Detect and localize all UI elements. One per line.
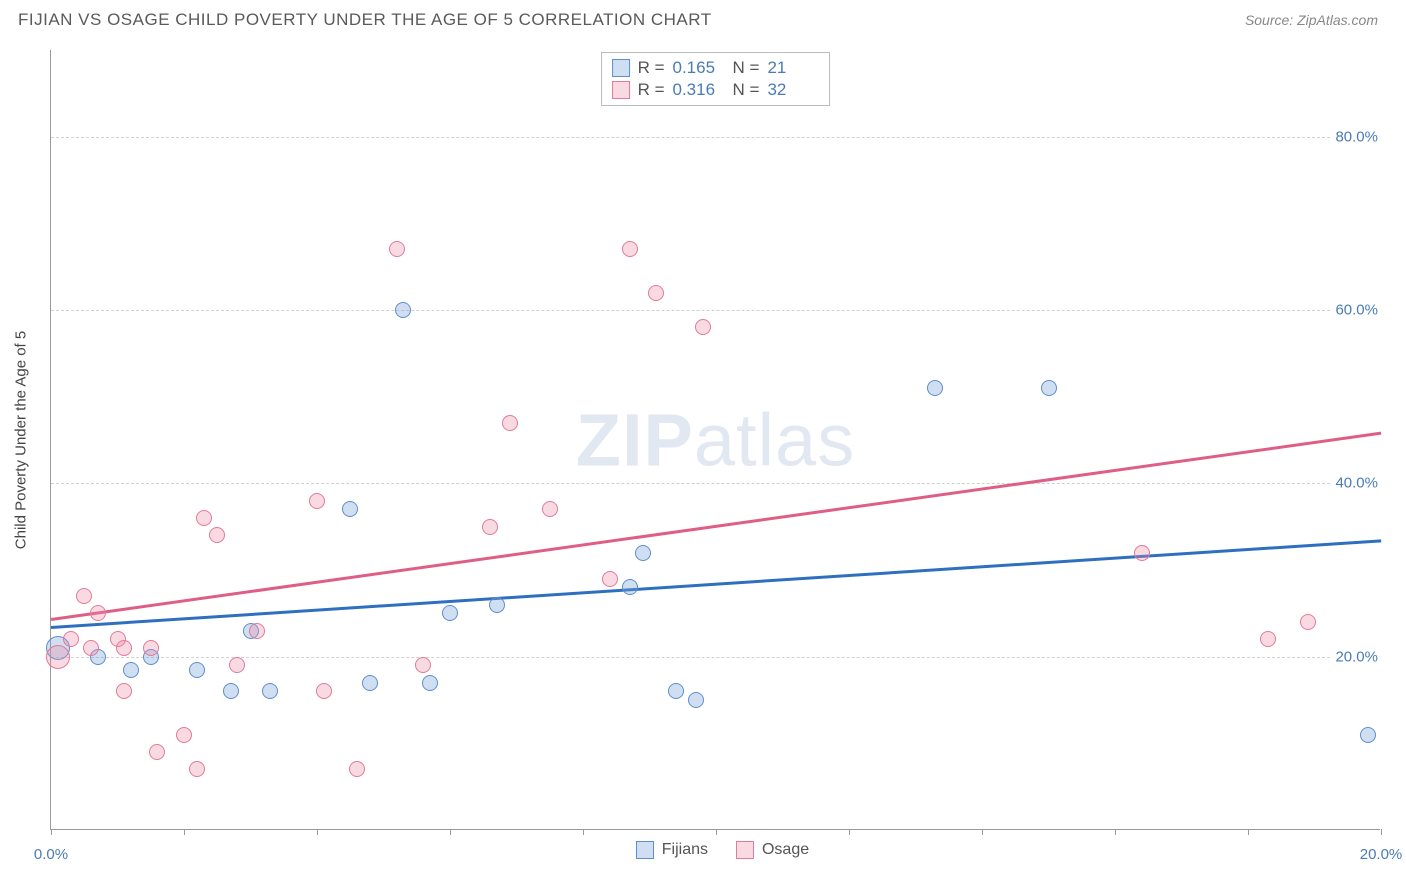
correlation-legend: R =0.165N =21R =0.316N =32 — [601, 52, 831, 106]
legend-item: Fijians — [636, 841, 708, 859]
x-tick — [317, 829, 318, 835]
legend-swatch-icon — [612, 59, 630, 77]
legend-label: Fijians — [662, 841, 708, 859]
data-point-osage — [176, 727, 192, 743]
data-point-osage — [316, 683, 332, 699]
data-point-fijians — [622, 579, 638, 595]
scatter-chart: Child Poverty Under the Age of 5 ZIPatla… — [50, 50, 1380, 830]
data-point-osage — [46, 645, 70, 669]
grid-line — [51, 137, 1380, 138]
data-point-osage — [76, 588, 92, 604]
grid-line — [51, 310, 1380, 311]
r-value: 0.316 — [673, 80, 725, 100]
y-tick-label: 40.0% — [1331, 475, 1382, 492]
legend-item: Osage — [736, 841, 809, 859]
trend-line-osage — [51, 431, 1381, 620]
x-tick-label: 20.0% — [1360, 846, 1403, 863]
n-value: 32 — [767, 80, 819, 100]
x-tick-label: 0.0% — [34, 846, 68, 863]
x-tick — [982, 829, 983, 835]
y-tick-label: 80.0% — [1331, 128, 1382, 145]
data-point-osage — [389, 241, 405, 257]
data-point-osage — [349, 761, 365, 777]
data-point-fijians — [223, 683, 239, 699]
data-point-osage — [482, 519, 498, 535]
legend-row: R =0.316N =32 — [612, 79, 820, 101]
x-tick — [716, 829, 717, 835]
x-tick — [1381, 829, 1382, 835]
data-point-fijians — [189, 662, 205, 678]
data-point-osage — [502, 415, 518, 431]
x-tick — [1248, 829, 1249, 835]
data-point-osage — [116, 683, 132, 699]
data-point-fijians — [442, 605, 458, 621]
x-tick — [583, 829, 584, 835]
data-point-osage — [249, 623, 265, 639]
n-value: 21 — [767, 58, 819, 78]
data-point-fijians — [635, 545, 651, 561]
data-point-fijians — [262, 683, 278, 699]
data-point-osage — [90, 605, 106, 621]
data-point-fijians — [362, 675, 378, 691]
data-point-fijians — [668, 683, 684, 699]
data-point-osage — [116, 640, 132, 656]
data-point-osage — [695, 319, 711, 335]
legend-label: Osage — [762, 841, 809, 859]
data-point-osage — [143, 640, 159, 656]
x-tick — [184, 829, 185, 835]
x-tick — [849, 829, 850, 835]
data-point-fijians — [1360, 727, 1376, 743]
data-point-osage — [63, 631, 79, 647]
chart-header: FIJIAN VS OSAGE CHILD POVERTY UNDER THE … — [0, 0, 1406, 38]
data-point-osage — [83, 640, 99, 656]
data-point-fijians — [688, 692, 704, 708]
data-point-fijians — [927, 380, 943, 396]
data-point-osage — [1300, 614, 1316, 630]
data-point-fijians — [395, 302, 411, 318]
legend-swatch-icon — [636, 841, 654, 859]
data-point-osage — [189, 761, 205, 777]
data-point-osage — [648, 285, 664, 301]
x-tick — [450, 829, 451, 835]
data-point-osage — [1134, 545, 1150, 561]
grid-line — [51, 483, 1380, 484]
data-point-osage — [229, 657, 245, 673]
y-axis-label: Child Poverty Under the Age of 5 — [13, 330, 30, 548]
data-point-osage — [415, 657, 431, 673]
data-point-osage — [622, 241, 638, 257]
data-point-osage — [602, 571, 618, 587]
r-value: 0.165 — [673, 58, 725, 78]
data-point-osage — [196, 510, 212, 526]
trend-line-fijians — [51, 540, 1381, 629]
chart-title: FIJIAN VS OSAGE CHILD POVERTY UNDER THE … — [18, 10, 712, 30]
series-legend: Fijians Osage — [636, 841, 809, 859]
data-point-osage — [309, 493, 325, 509]
data-point-osage — [542, 501, 558, 517]
data-point-fijians — [342, 501, 358, 517]
data-point-fijians — [489, 597, 505, 613]
x-tick — [1115, 829, 1116, 835]
watermark: ZIPatlas — [576, 397, 855, 482]
data-point-osage — [209, 527, 225, 543]
legend-row: R =0.165N =21 — [612, 57, 820, 79]
data-point-fijians — [422, 675, 438, 691]
data-point-fijians — [1041, 380, 1057, 396]
legend-swatch-icon — [736, 841, 754, 859]
grid-line — [51, 657, 1380, 658]
source-credit: Source: ZipAtlas.com — [1245, 12, 1378, 28]
legend-swatch-icon — [612, 81, 630, 99]
data-point-fijians — [123, 662, 139, 678]
data-point-osage — [149, 744, 165, 760]
y-tick-label: 60.0% — [1331, 302, 1382, 319]
y-tick-label: 20.0% — [1331, 648, 1382, 665]
x-tick — [51, 829, 52, 835]
data-point-osage — [1260, 631, 1276, 647]
